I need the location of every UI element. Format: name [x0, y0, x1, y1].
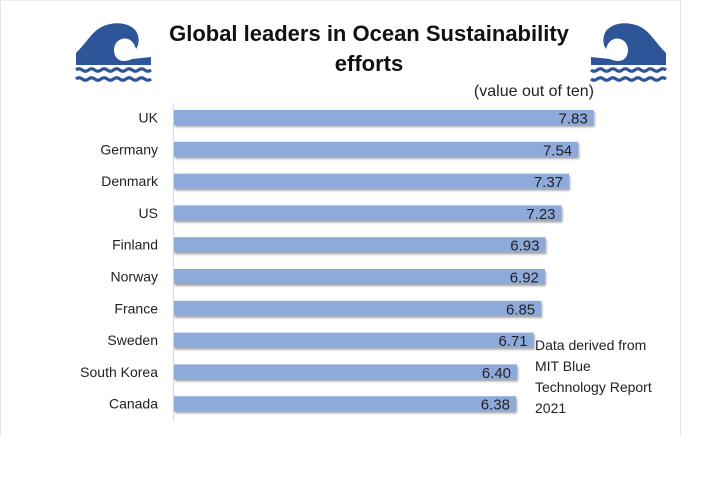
chart-title-line-1: Global leaders in Ocean Sustainability	[169, 21, 570, 46]
wave-icon	[74, 23, 153, 82]
wave-crest	[591, 23, 666, 65]
category-label: Sweden	[107, 332, 158, 348]
wave-line	[74, 67, 153, 73]
bar-germany	[174, 141, 579, 157]
chart-subtitle: (value out of ten)	[474, 83, 594, 100]
source-annotation: Data derived from MIT Blue Technology Repo…	[535, 337, 652, 416]
value-label: 6.38	[481, 397, 510, 414]
value-label: 6.85	[506, 301, 535, 318]
value-label: 6.92	[510, 270, 539, 287]
annotation-line: Data derived from	[535, 337, 646, 353]
category-label: South Korea	[80, 364, 158, 380]
category-label: Germany	[100, 141, 158, 157]
category-label: Finland	[112, 237, 158, 253]
bar-norway	[174, 269, 545, 284]
wave-icon	[589, 23, 668, 82]
bar-canada	[174, 396, 516, 412]
category-labels: UK Germany Denmark US Finland Norway France Swe…	[80, 110, 159, 412]
bars	[174, 110, 594, 412]
bar-france	[174, 300, 542, 316]
value-label: 7.23	[526, 206, 555, 223]
chart-title-line-2: efforts	[335, 51, 403, 76]
wave-crest	[76, 23, 151, 65]
category-label: UK	[139, 110, 159, 126]
category-label: Norway	[111, 269, 158, 285]
value-label: 7.54	[543, 142, 572, 159]
annotation-line: 2021	[535, 400, 566, 416]
category-label: Canada	[109, 396, 158, 412]
chart-frame: Global leaders in Ocean Sustainability e…	[0, 0, 681, 436]
category-label: US	[139, 205, 158, 221]
bar-finland	[174, 237, 546, 253]
bar-denmark	[174, 173, 570, 189]
value-label: 7.83	[558, 111, 587, 128]
bar-south-korea	[174, 364, 518, 380]
value-labels: 7.83 7.54 7.37 7.23 6.93 6.92 6.85 6.71 6.40 6.38	[481, 111, 588, 414]
value-label: 6.93	[510, 238, 539, 255]
category-label: France	[114, 300, 158, 316]
value-label: 6.40	[482, 365, 511, 382]
category-label: Denmark	[101, 173, 159, 189]
wave-line	[74, 76, 153, 82]
wave-line	[589, 67, 668, 73]
annotation-line: Technology Report	[535, 379, 652, 395]
wave-line	[589, 76, 668, 82]
value-label: 7.37	[534, 174, 563, 191]
annotation-line: MIT Blue	[535, 358, 591, 374]
bar-us	[174, 205, 562, 221]
bar-sweden	[174, 332, 534, 348]
bar-uk	[174, 110, 594, 125]
value-label: 6.71	[498, 333, 527, 350]
